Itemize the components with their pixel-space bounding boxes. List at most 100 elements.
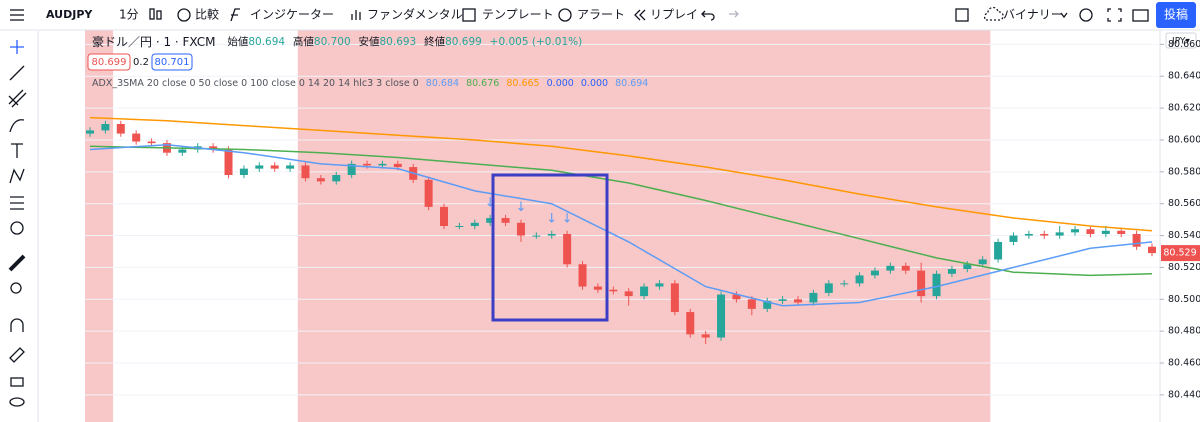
candle-body [178,149,187,153]
prediction-tool[interactable] [10,196,24,210]
candle-body [132,133,141,142]
snapshot-icon[interactable] [1132,9,1149,22]
lock-drawing-tool[interactable] [9,347,25,363]
y-tick-label: 80.540 [1168,230,1200,241]
y-tick-label: 80.440 [1168,389,1200,400]
currency-button[interactable] [1165,32,1197,49]
template-icon[interactable] [462,8,476,22]
compare-icon[interactable] [177,8,191,22]
moving-average-line [89,116,1153,232]
candle-body [932,273,941,297]
candle-body [239,168,248,176]
alert[interactable]: アラート [577,8,625,22]
candle-body [1040,233,1049,236]
sell-box[interactable] [87,53,131,71]
settings-icon[interactable] [1079,8,1093,22]
fib-tool[interactable] [8,89,27,108]
candle-body [516,222,525,236]
line-tool[interactable] [9,65,25,81]
menu-icon[interactable] [10,9,24,21]
highlight-band [297,30,991,422]
candle-body [1055,232,1064,236]
candle-body [286,165,295,169]
candle-body [947,269,956,274]
buy-box[interactable] [151,53,193,71]
indicator-icon[interactable] [230,8,240,22]
moving-average-line [89,143,1153,307]
drawing-tools [8,40,27,407]
layout-icon[interactable] [955,8,969,22]
indicator-value: 0.000 [547,78,574,89]
cursor-tool[interactable] [10,40,24,54]
candle-body [1117,230,1126,234]
candle-body [332,175,341,182]
signal-arrow: ↓ [546,211,557,226]
undo-icon[interactable] [701,10,715,21]
dropdown-icon[interactable] [1060,12,1068,19]
highlight-band [85,30,114,422]
ask[interactable]: 80.701 [155,57,190,68]
currency[interactable]: JPY▾ [1171,37,1190,47]
indicator-value: 0.000 [581,78,608,89]
candle-body [655,283,664,287]
candle-body [563,233,572,265]
alert-icon[interactable] [558,8,572,22]
redo-icon[interactable] [729,10,739,18]
publish[interactable]: 投稿 [1164,7,1188,22]
candle-body [470,222,479,226]
measure-tool[interactable] [8,254,26,272]
pattern-tool[interactable] [9,168,25,184]
indicator-value: 80.684 [426,78,459,89]
replay-icon[interactable] [634,9,646,21]
y-tick-label: 80.560 [1168,198,1200,209]
fundamental-icon[interactable] [351,10,361,20]
symbol[interactable]: AUDJPY [46,8,93,21]
grid-layer [85,43,1160,396]
visibility-tool[interactable] [9,397,25,407]
spread: 0.2 [133,57,149,68]
last-price: 80.529 [1163,248,1196,259]
y-tick-label: 80.620 [1168,103,1200,114]
templates[interactable]: テンプレート [482,8,554,22]
indicators[interactable]: インジケーター [250,8,334,22]
candle-body [378,163,387,166]
fundamentals[interactable]: ファンダメンタル [367,7,463,22]
binary-icon[interactable] [983,6,1004,21]
candle-body [763,300,772,309]
candle-body [547,233,556,236]
fullscreen-icon[interactable] [1107,8,1122,22]
change: +0.005 (+0.01%) [490,36,583,48]
zoom-tool[interactable] [10,282,22,294]
icon-tool[interactable] [10,221,24,235]
candle-body [840,283,849,285]
compare[interactable]: 比較 [195,7,219,22]
close-value: 80.699 [445,36,482,48]
publish-button[interactable] [1156,2,1196,28]
binary[interactable]: バイナリー [1003,8,1063,22]
chart-type-icon[interactable] [149,8,162,20]
moving-average-line [89,145,1153,277]
candle-body [809,292,818,303]
indicator-value: 80.694 [615,78,648,89]
candle-body [978,259,987,265]
drawn-rectangle [491,173,609,322]
candle-body [455,226,464,227]
indicator-name: ADX_3SMA 20 close 0 50 close 0 100 close… [92,78,419,89]
bid[interactable]: 80.699 [92,57,127,68]
candle-body [363,163,372,166]
y-tick-label: 80.500 [1168,294,1200,305]
brush-tool[interactable] [9,119,25,133]
symbol-title: 豪ドル／円 · 1 · FXCM [92,34,216,49]
last-price-box [1161,245,1200,262]
text-tool[interactable] [11,143,23,158]
candle-body [1071,229,1080,233]
candle-body [886,265,895,271]
candle-body [116,124,125,134]
candle-body [1101,230,1110,234]
interval[interactable]: 1分 [119,8,139,22]
replay[interactable]: リプレイ [650,8,698,22]
lock-tool[interactable] [10,377,24,387]
open-label: 始値 [227,35,248,48]
signal-arrow: ↓ [485,195,496,210]
magnet-tool[interactable] [10,318,24,332]
